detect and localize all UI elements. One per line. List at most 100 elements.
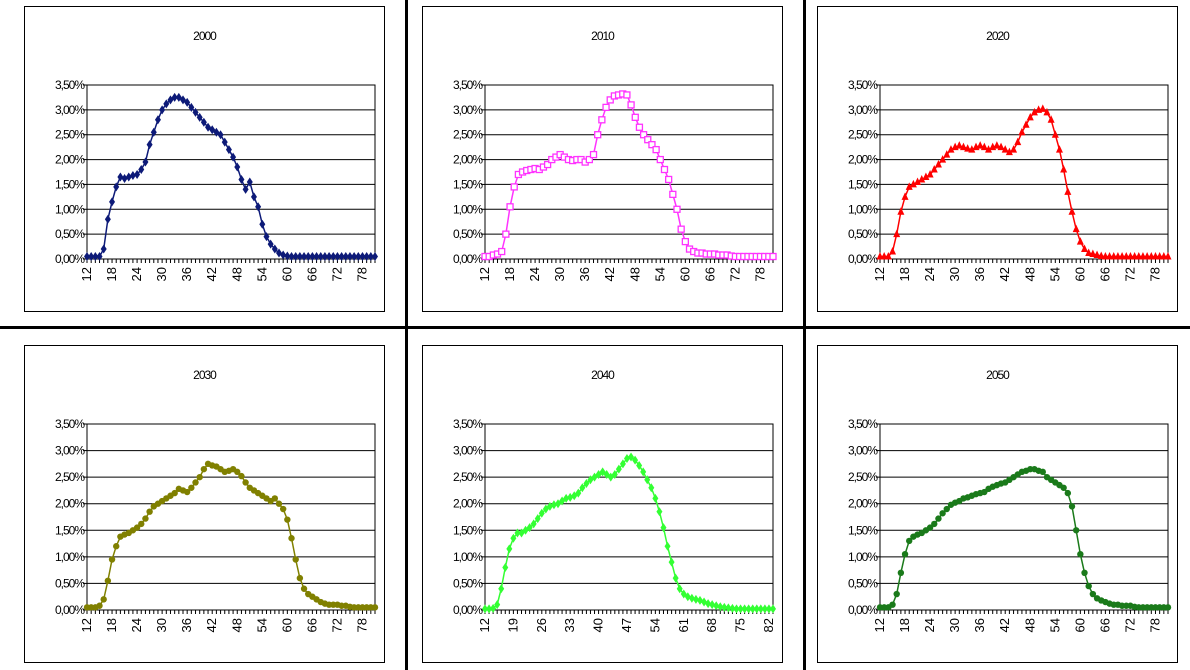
plot-area: [484, 423, 774, 611]
data-point: [1072, 527, 1080, 534]
y-tick-label: 2,00%: [848, 153, 878, 167]
x-tick-label: 72: [329, 267, 344, 281]
data-point: [583, 479, 590, 489]
data-point: [684, 592, 691, 602]
data-point: [1081, 569, 1088, 576]
x-tick-label: 30: [552, 267, 567, 281]
y-tick-label: 0,00%: [848, 603, 878, 617]
data-point: [717, 602, 724, 612]
data-point: [100, 596, 107, 603]
chart-panel-1: 2010 0,00% 0,50% 1,00% 1,50% 2,00% 2,50% 3,00%…: [422, 6, 783, 312]
x-tick-label: 60: [1072, 618, 1087, 632]
data-point: [482, 604, 488, 614]
data-point: [113, 543, 120, 550]
data-point: [506, 544, 513, 554]
chart-svg: 0,00% 0,50% 1,00% 1,50% 2,00% 2,50% 3,00% 3,50%…: [55, 78, 378, 281]
x-tick-label: 30: [947, 618, 962, 632]
x-tick-label: 19: [505, 618, 520, 632]
data-point: [594, 131, 602, 139]
data-point: [1060, 165, 1068, 173]
data-point: [309, 252, 316, 262]
x-tick-label: 78: [1147, 267, 1162, 281]
x-tick-label: 12: [79, 267, 94, 281]
plot-area: [879, 84, 1169, 260]
y-tick-label: 2,00%: [55, 497, 85, 511]
data-point: [1001, 145, 1009, 153]
data-point: [542, 504, 549, 514]
data-point: [296, 574, 304, 582]
data-point: [234, 468, 241, 476]
data-point: [1039, 104, 1047, 112]
y-tick-label: 1,00%: [55, 550, 85, 564]
y-tick-label: 0,50%: [453, 227, 483, 241]
data-point: [183, 488, 191, 496]
data-point: [1085, 248, 1093, 257]
x-tick-label: 66: [1097, 267, 1112, 281]
data-point: [589, 150, 598, 159]
data-point: [733, 604, 740, 614]
data-point: [259, 219, 266, 229]
data-point: [761, 604, 768, 614]
chart-title: 2030: [193, 368, 217, 382]
data-point: [1030, 107, 1038, 116]
data-point: [673, 205, 681, 213]
x-tick-label: 82: [761, 618, 776, 632]
data-point: [313, 252, 320, 262]
data-point: [150, 127, 157, 137]
data-point: [947, 145, 955, 153]
y-tick-label: 1,50%: [453, 523, 483, 537]
x-tick-label: 24: [129, 267, 144, 281]
data-point: [284, 516, 291, 523]
chart-panel-5: 2050 0,00% 0,50% 1,00% 1,50% 2,00% 2,50% 3,00%…: [817, 345, 1178, 663]
data-point: [757, 604, 764, 614]
data-point: [1081, 244, 1089, 253]
x-tick-label: 48: [627, 267, 642, 281]
chart-panel-2: 2020 0,00% 0,50% 1,00% 1,50% 2,00% 2,50% 3,00%…: [817, 6, 1178, 312]
x-tick-label: 30: [154, 618, 169, 632]
data-point: [935, 515, 942, 522]
y-tick-label: 1,50%: [848, 177, 878, 191]
y-tick-label: 2,50%: [848, 470, 878, 484]
data-point: [1164, 604, 1172, 611]
data-point: [656, 507, 663, 517]
x-tick-label: 48: [229, 618, 244, 632]
x-tick-label: 54: [652, 267, 667, 281]
data-point: [96, 602, 103, 609]
data-point: [271, 244, 278, 254]
data-point: [255, 202, 262, 212]
data-point: [926, 169, 934, 178]
x-tick-label: 60: [1072, 267, 1087, 281]
x-tick-label: 12: [477, 267, 492, 281]
data-point: [238, 174, 245, 184]
data-point: [363, 252, 370, 262]
data-point: [154, 115, 161, 125]
data-point: [713, 601, 720, 611]
data-point: [555, 499, 562, 509]
x-tick-label: 78: [354, 267, 369, 281]
data-point: [559, 496, 566, 506]
data-point: [985, 145, 993, 153]
data-point: [121, 173, 128, 183]
chart-title: 2040: [591, 368, 615, 382]
data-point: [330, 252, 337, 262]
y-tick-label: 1,50%: [848, 523, 878, 537]
x-tick-label: 42: [204, 618, 219, 632]
data-point: [606, 96, 614, 104]
y-tick-label: 2,00%: [848, 497, 878, 511]
data-point: [221, 137, 228, 147]
data-point: [1093, 250, 1101, 259]
y-tick-label: 2,00%: [55, 153, 85, 167]
data-point: [159, 105, 166, 115]
y-tick-label: 0,50%: [848, 227, 878, 241]
data-point: [192, 479, 199, 486]
data-point: [514, 528, 521, 538]
data-point: [901, 192, 909, 200]
y-tick-label: 3,00%: [55, 444, 85, 458]
data-point: [664, 541, 671, 551]
y-tick-label: 3,00%: [453, 103, 483, 117]
data-point: [288, 535, 295, 542]
data-point: [611, 469, 618, 479]
data-point: [213, 127, 220, 137]
data-point: [104, 577, 112, 584]
data-point: [238, 472, 245, 480]
